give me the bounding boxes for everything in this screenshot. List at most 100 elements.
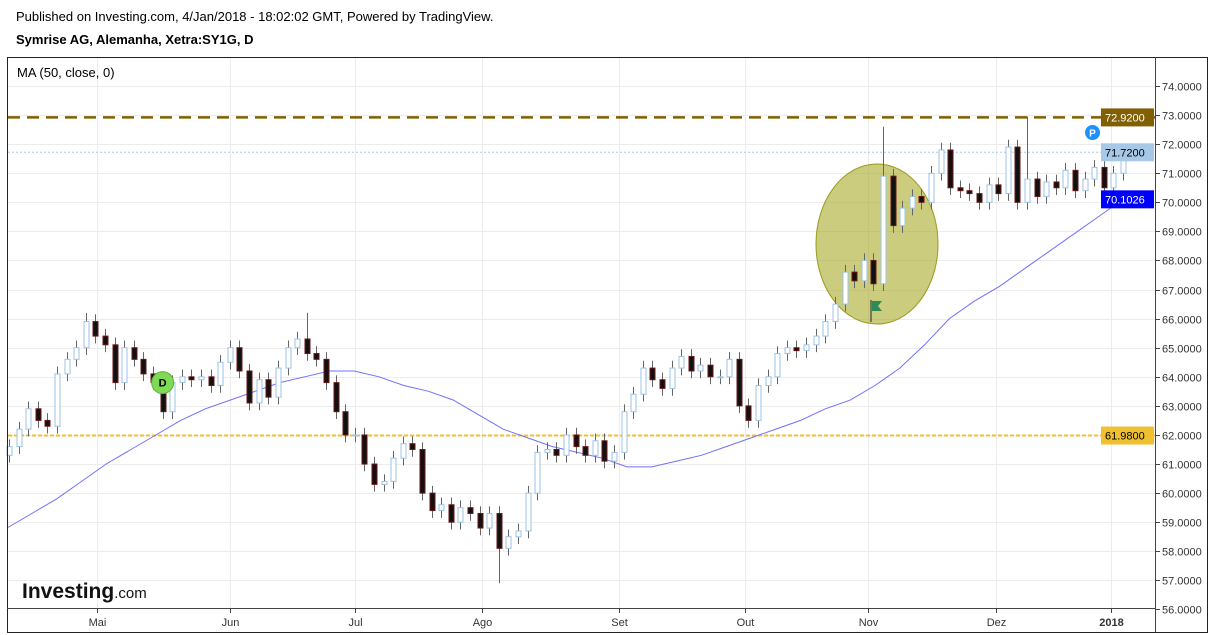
candle-body-up [544, 449, 551, 453]
candle [611, 445, 618, 469]
candle [515, 523, 522, 545]
investing-logo: Investing.com [22, 580, 147, 604]
candle [851, 264, 858, 289]
candle [861, 253, 868, 289]
candle-body-down [649, 367, 656, 381]
highlight-ellipse [815, 163, 939, 325]
candle-body-up [880, 175, 887, 285]
price-lines [8, 116, 1155, 437]
candle [371, 456, 378, 492]
candle [573, 427, 580, 454]
candle [227, 340, 234, 370]
published-caption: Published on Investing.com, 4/Jan/2018 -… [16, 9, 494, 24]
candle [25, 401, 32, 437]
candle-body-down [995, 184, 1002, 195]
candle [304, 312, 311, 361]
candle-body-up [669, 367, 676, 389]
candle [438, 497, 445, 518]
candle [73, 340, 80, 367]
candle-body-up [697, 364, 704, 372]
candle [774, 346, 781, 385]
candle-body-up [1043, 181, 1050, 198]
x-tick-label: Ago [473, 617, 493, 629]
candle-body-down [496, 512, 503, 549]
candle [592, 433, 599, 463]
candle [352, 427, 359, 443]
y-tick-label: 73.0000 [1162, 111, 1202, 123]
candle [630, 386, 637, 419]
candle [1091, 160, 1098, 187]
candle-body-down [140, 358, 147, 375]
candle [179, 369, 186, 390]
candle-body-down [1101, 166, 1108, 189]
candle [361, 427, 368, 472]
candle [1014, 139, 1021, 210]
candle [1024, 116, 1031, 210]
candle-body-down [323, 358, 330, 384]
candle-body-up [352, 434, 359, 437]
x-tick-label: Set [611, 617, 628, 629]
x-tick-label: Jun [222, 617, 240, 629]
candle-body-up [1005, 146, 1012, 195]
candle [736, 352, 743, 414]
candle-body-down [851, 271, 858, 282]
candle-body-up [1024, 178, 1031, 203]
candle [563, 427, 570, 463]
candle-body-down [1034, 178, 1041, 198]
candle [35, 401, 42, 428]
candle [1043, 174, 1050, 204]
candle [832, 296, 839, 329]
candle [688, 349, 695, 379]
candle [323, 352, 330, 390]
candle [717, 369, 724, 385]
time-axis[interactable]: Mai Jun Jul Ago Set Out Nov Dez 2018 [89, 608, 1124, 629]
candle [534, 445, 541, 501]
chart-frame [7, 57, 1208, 633]
candle-body-up [438, 504, 445, 512]
candle [275, 360, 282, 405]
price-axis[interactable]: 74.0000 73.0000 72.0000 71.0000 70.0000 69.00… [1155, 82, 1202, 617]
candle-body-up [64, 358, 71, 375]
candle [54, 366, 61, 434]
candle [938, 142, 945, 181]
candle-body-down [736, 358, 743, 407]
y-tick-label: 71.0000 [1162, 169, 1202, 181]
candle-body-down [582, 446, 589, 456]
candle [467, 500, 474, 521]
candle [890, 168, 897, 233]
candle [457, 500, 464, 530]
logo-suffix: .com [114, 585, 147, 602]
candle-body-up [822, 321, 829, 337]
candle-body-up [390, 457, 397, 482]
candle-body-up [381, 480, 388, 485]
candle [64, 352, 71, 382]
candle-body-down [1014, 146, 1021, 203]
candle-body-down [304, 338, 311, 355]
candle-body-up [621, 411, 628, 453]
candle-body-down [131, 347, 138, 360]
candle-body-up [611, 451, 618, 462]
indicator-legend[interactable]: MA (50, close, 0) [17, 65, 115, 80]
candle [669, 360, 676, 396]
candle-body-up [400, 443, 407, 459]
candle-body-up [774, 353, 781, 378]
candle-body-up [505, 536, 512, 549]
p-marker-label: P [1089, 129, 1096, 140]
candle-body-down [553, 449, 560, 456]
candle-body-down [102, 335, 109, 346]
candle [918, 189, 925, 210]
candle-body-down [313, 353, 320, 360]
candle [112, 337, 119, 390]
candle [381, 474, 388, 492]
flag-icon [870, 300, 882, 322]
candle-body-up [25, 408, 32, 430]
y-tick-label: 58.0000 [1162, 547, 1202, 559]
last-price-label: 71.7200 [1105, 147, 1145, 159]
candle [198, 369, 205, 387]
candle [640, 360, 647, 402]
logo-main: Investing [22, 580, 115, 603]
candle-body-up [803, 344, 810, 352]
candle-body-up [515, 530, 522, 538]
candle-body-down [947, 149, 954, 189]
